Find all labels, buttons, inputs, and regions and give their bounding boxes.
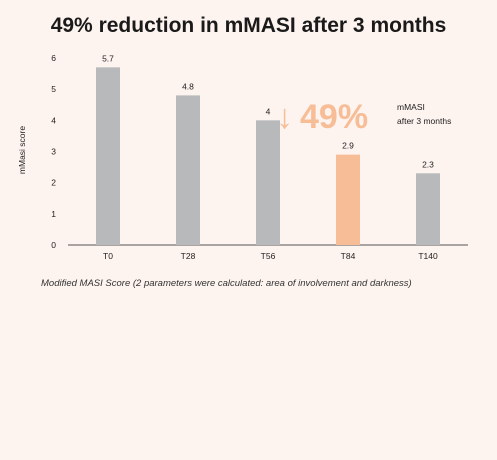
- bars: 5.7 T0 4.8 T28 4 T56 2.9 T84 2.3 T140: [96, 53, 440, 261]
- y-tick-label: 1: [51, 209, 56, 219]
- y-axis-label: mMasi score: [17, 126, 27, 174]
- annotation-line-1: mMASI: [397, 102, 425, 112]
- x-tick-label: T28: [181, 251, 196, 261]
- x-tick-label: T140: [418, 251, 438, 261]
- annotation-line-2: after 3 months: [397, 116, 451, 126]
- reduction-percent: 49%: [300, 98, 368, 136]
- y-tick-label: 6: [51, 53, 56, 63]
- y-tick-label: 3: [51, 147, 56, 157]
- y-tick-label: 2: [51, 178, 56, 188]
- chart-title: 49% reduction in mMASI after 3 months: [50, 14, 447, 37]
- value-label: 4: [266, 106, 271, 116]
- y-tick-label: 5: [51, 84, 56, 94]
- chart-caption: Modified MASI Score (2 parameters were c…: [41, 278, 412, 289]
- y-axis: 0 1 2 3 4 5 6: [51, 53, 56, 250]
- value-label: 2.9: [342, 141, 354, 151]
- bar-chart: mMasi score 0 1 2 3 4 5 6 5.7 T0 4.8 T28 4 T56 2.9 T8…: [17, 53, 468, 261]
- x-tick-label: T0: [103, 251, 113, 261]
- reduction-arrow-icon: ↓: [276, 98, 293, 136]
- bar-t0: [96, 67, 120, 245]
- value-label: 4.8: [182, 81, 194, 91]
- bar-t84: [336, 154, 360, 245]
- value-label: 5.7: [102, 53, 114, 63]
- bar-t140: [416, 173, 440, 245]
- x-tick-label: T56: [261, 251, 276, 261]
- bar-t56: [256, 120, 280, 245]
- reduction-annotation: ↓ 49% mMASI after 3 months: [276, 98, 451, 136]
- y-tick-label: 4: [51, 115, 56, 125]
- x-tick-label: T84: [341, 251, 356, 261]
- bar-t28: [176, 95, 200, 246]
- value-label: 2.3: [422, 159, 434, 169]
- y-tick-label: 0: [51, 240, 56, 250]
